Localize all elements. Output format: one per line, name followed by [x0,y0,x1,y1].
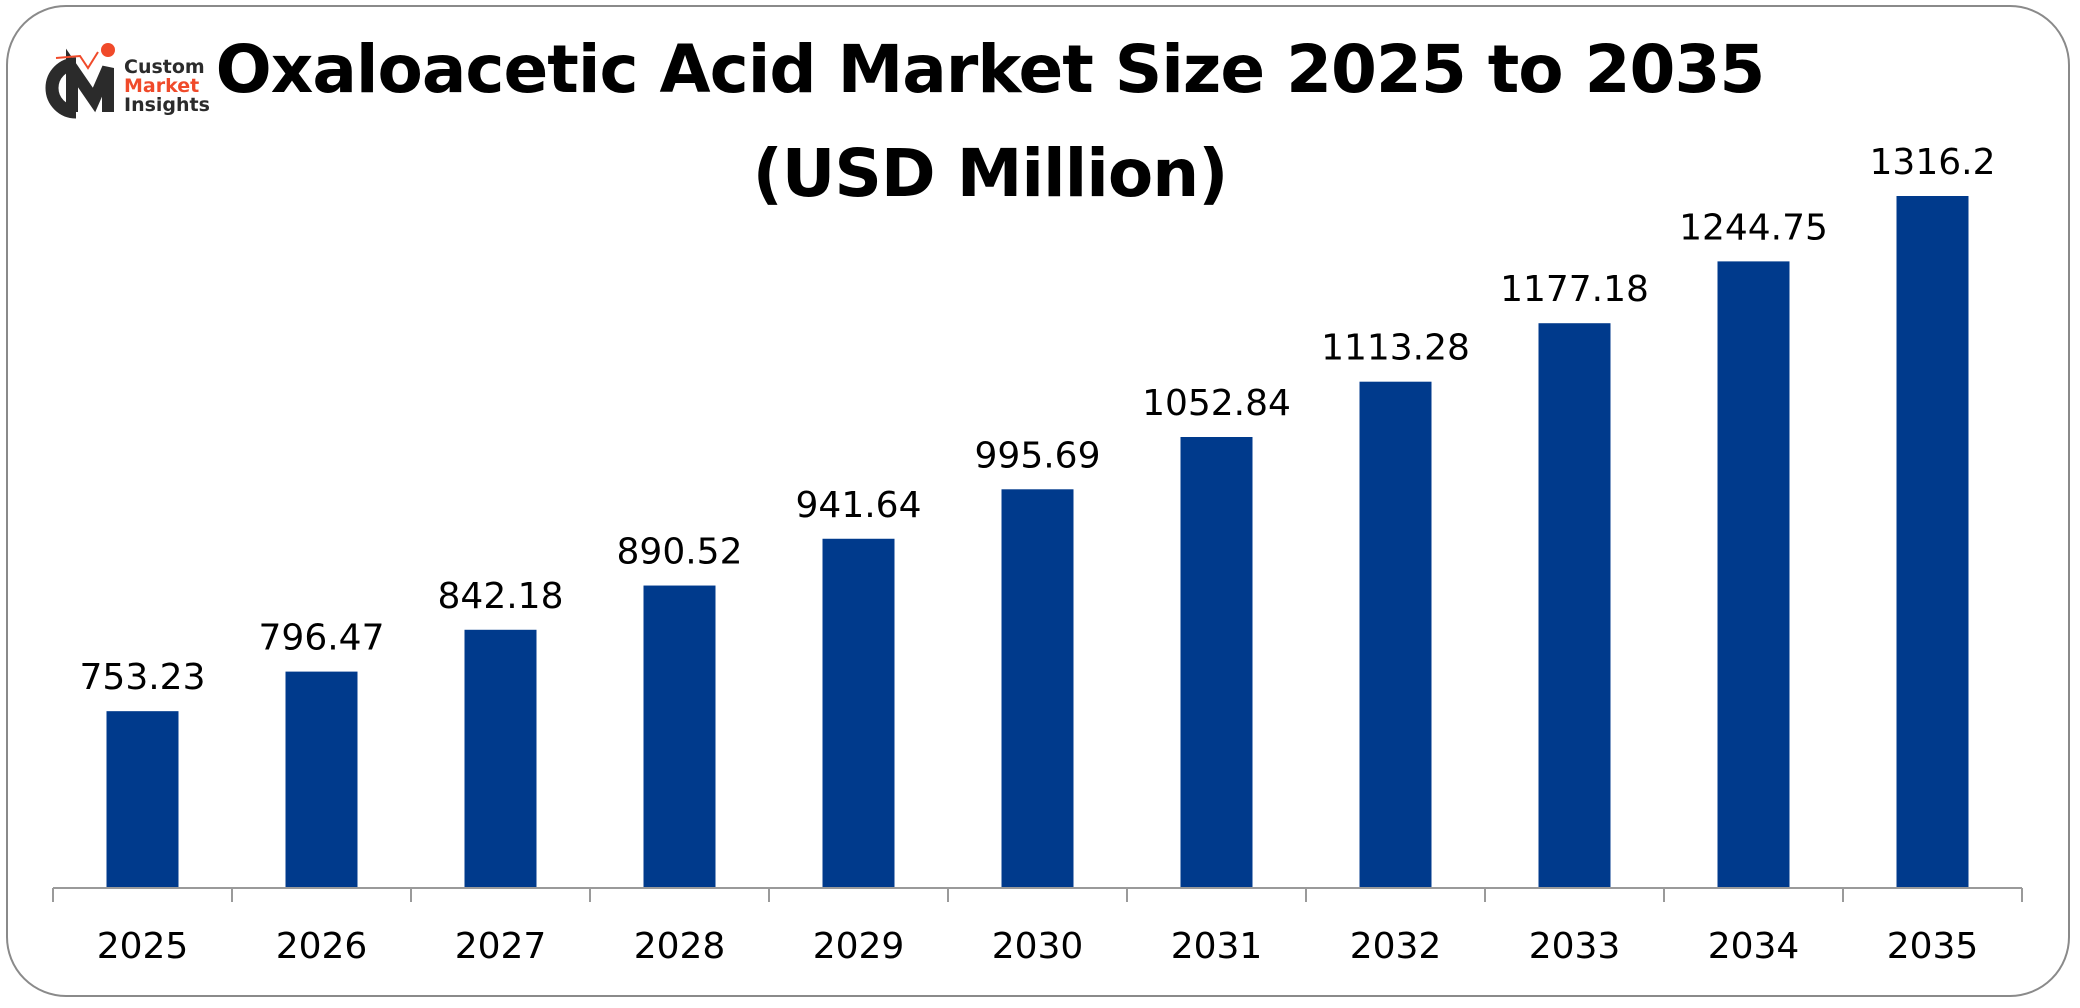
cmi-logo [36,42,216,122]
bar-2026 [285,671,358,888]
data-label-2030: 995.69 [975,435,1101,476]
bar-2031 [1180,437,1253,888]
bar-2030 [1001,489,1074,888]
bar-2029 [822,538,895,888]
logo-line-insights: Insights [124,94,210,116]
data-label-2035: 1316.2 [1870,142,1996,183]
bar-2032 [1359,381,1432,888]
x-tick-label-2035: 2035 [1887,926,1979,967]
x-tick-label-2032: 2032 [1350,926,1442,967]
x-tick-label-2031: 2031 [1171,926,1263,967]
logo-line-market: Market [124,75,200,97]
x-tick-label-2028: 2028 [634,926,726,967]
data-label-2025: 753.23 [80,657,206,698]
bar-2034 [1717,261,1790,888]
cmi-logo-mark-icon [45,43,115,119]
bar-2033 [1538,323,1611,888]
data-label-2027: 842.18 [438,576,564,617]
chart-title-line1: Oxaloacetic Acid Market Size 2025 to 203… [215,31,1766,108]
bar-2028 [643,585,716,888]
data-label-2031: 1052.84 [1142,383,1291,424]
data-label-2028: 890.52 [617,532,743,573]
logo-text: Custom Market Insights [124,58,210,115]
data-label-2034: 1244.75 [1679,207,1828,248]
x-tick-label-2026: 2026 [276,926,368,967]
x-tick-label-2025: 2025 [97,926,189,967]
x-tick-label-2029: 2029 [813,926,905,967]
data-label-2026: 796.47 [259,618,385,659]
chart-title-line2: (USD Million) [752,135,1229,212]
chart-title: Oxaloacetic Acid Market Size 2025 to 203… [180,18,1800,226]
logo-line-custom: Custom [124,56,205,78]
x-tick-label-2033: 2033 [1529,926,1621,967]
data-label-2033: 1177.18 [1500,269,1649,310]
chart-frame [6,5,2070,997]
x-tick-label-2030: 2030 [992,926,1084,967]
data-label-2032: 1113.28 [1321,328,1470,369]
x-tick-label-2027: 2027 [455,926,547,967]
bar-2035 [1896,196,1969,888]
x-tick-label-2034: 2034 [1708,926,1800,967]
bar-2027 [464,629,537,888]
data-label-2029: 941.64 [796,485,922,526]
bar-2025 [106,711,179,888]
